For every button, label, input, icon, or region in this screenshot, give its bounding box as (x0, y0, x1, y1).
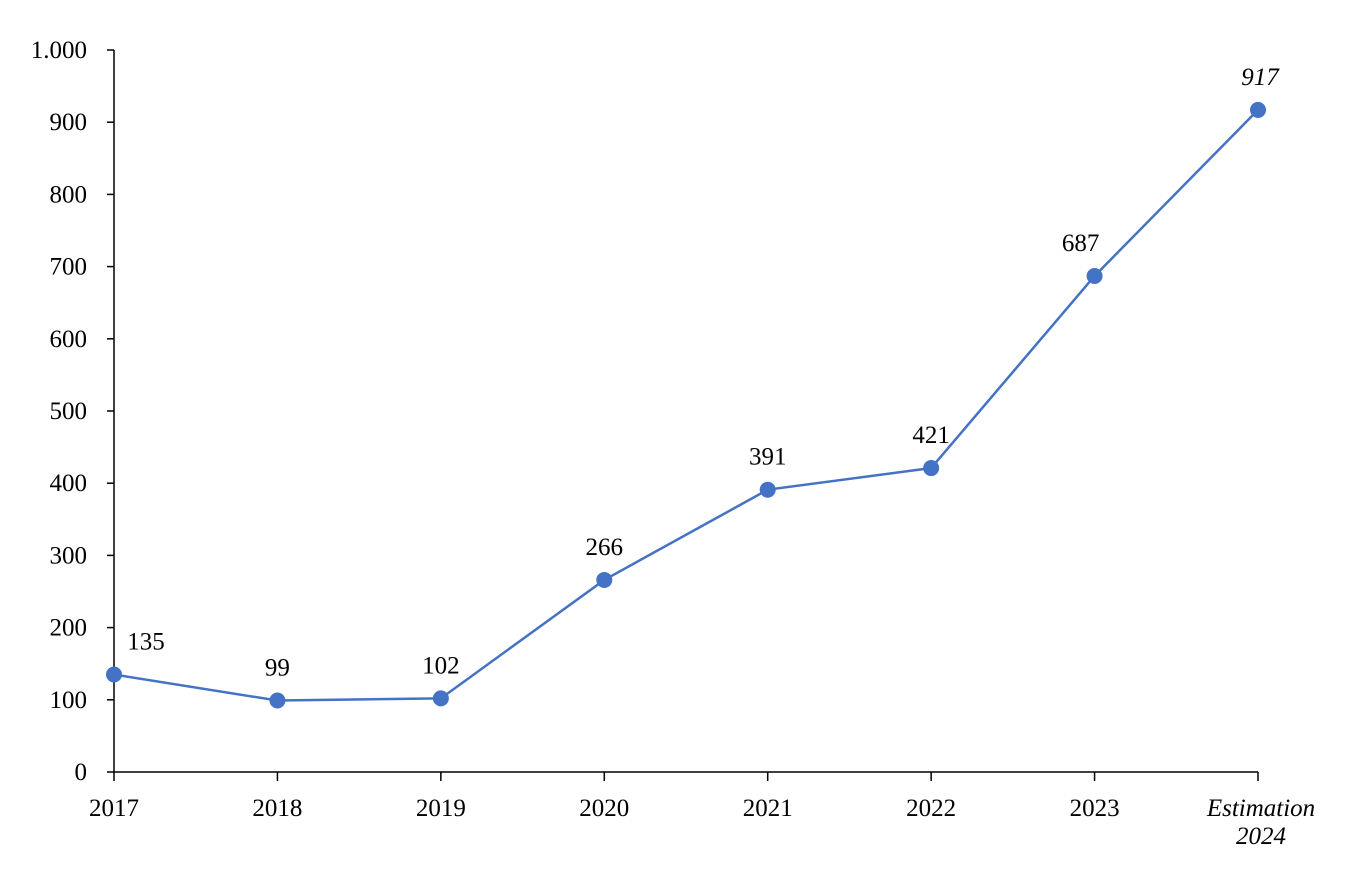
data-label: 391 (749, 444, 787, 471)
data-point (596, 571, 613, 588)
y-tick-label: 900 (50, 109, 88, 136)
y-tick-label: 700 (50, 254, 88, 281)
x-tick-label: 2022 (906, 795, 956, 822)
y-tick-label: 100 (50, 687, 88, 714)
x-tick-label: 2024 (1236, 823, 1286, 850)
series-line (113, 109, 1259, 702)
data-label: 687 (1062, 230, 1100, 257)
y-tick-label: 500 (50, 398, 88, 425)
data-label: 135 (127, 629, 165, 656)
data-label: 421 (912, 422, 950, 449)
data-label: 99 (265, 655, 290, 682)
y-tick-label: 600 (50, 326, 88, 353)
data-point (759, 481, 776, 498)
x-tick-label: 2018 (252, 795, 302, 822)
data-label: 102 (422, 652, 460, 679)
data-point (1250, 101, 1266, 118)
y-tick-label: 1.000 (31, 37, 87, 64)
data-point (432, 690, 449, 707)
data-label: 266 (586, 534, 624, 561)
x-tick-label: 2019 (416, 795, 466, 822)
y-tick-label: 400 (50, 470, 88, 497)
x-tick-label: Estimation (1206, 795, 1315, 822)
x-tick-label: 2021 (743, 795, 793, 822)
y-tick-label: 0 (75, 759, 88, 786)
x-tick-label: 2020 (579, 795, 629, 822)
y-tick-label: 200 (50, 615, 88, 642)
x-tick-label: 2017 (89, 795, 139, 822)
x-tick-label: 2023 (1070, 795, 1120, 822)
data-point (269, 692, 286, 709)
data-point (923, 460, 940, 477)
y-tick-label: 300 (50, 542, 88, 569)
data-label: 917 (1241, 64, 1280, 91)
y-tick-label: 800 (50, 181, 88, 208)
data-point (1086, 267, 1103, 284)
data-point (106, 666, 122, 683)
